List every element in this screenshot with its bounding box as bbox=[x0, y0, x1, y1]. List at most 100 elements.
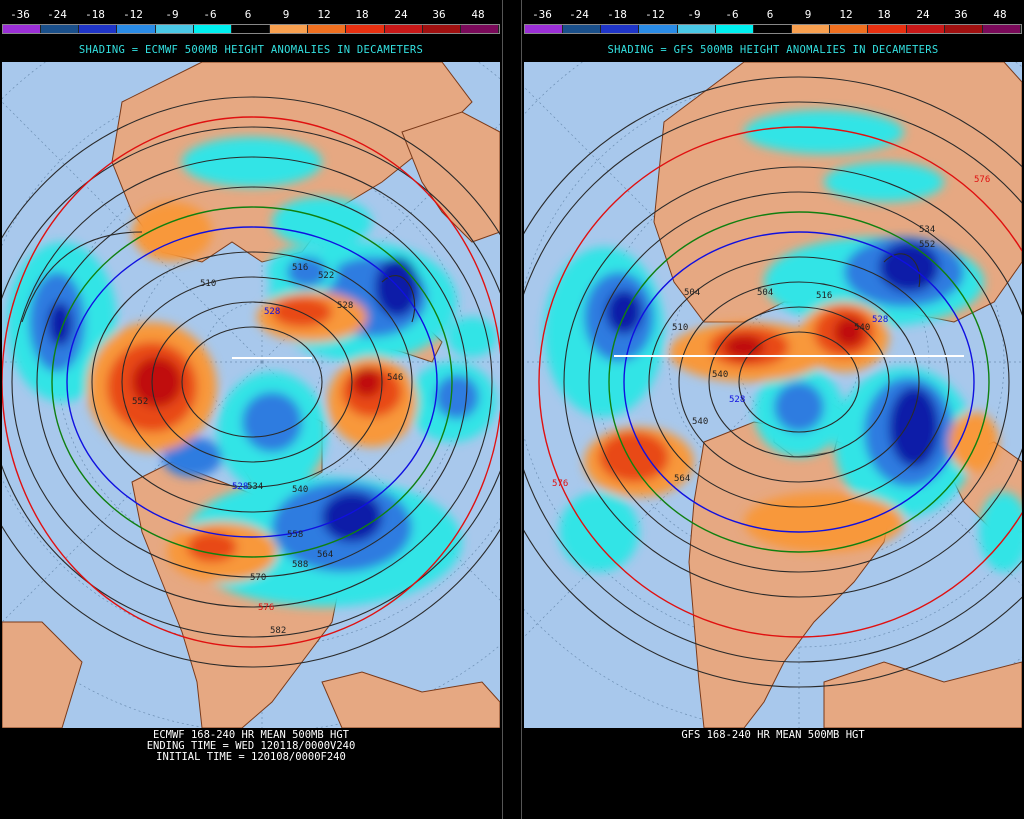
scale-label: 9 bbox=[282, 8, 290, 21]
scale-label: -6 bbox=[203, 8, 217, 21]
contour-label: 510 bbox=[672, 323, 688, 333]
height-contours bbox=[2, 96, 500, 668]
contour-label: 516 bbox=[816, 291, 832, 301]
scale-label: -24 bbox=[47, 8, 67, 21]
scale-label: 48 bbox=[471, 8, 485, 21]
contour-label: 558 bbox=[287, 530, 303, 540]
scale-label: 6 bbox=[766, 8, 774, 21]
anomaly-shading bbox=[544, 110, 1022, 572]
scale-color-swatch bbox=[155, 25, 194, 33]
contour-label: 528 bbox=[264, 307, 280, 317]
panel-subtitle: SHADING = ECMWF 500MB HEIGHT ANOMALIES I… bbox=[78, 44, 424, 56]
contour-label: 516 bbox=[292, 263, 308, 273]
scale-label: 18 bbox=[355, 8, 369, 21]
scale-label: -12 bbox=[123, 8, 143, 21]
height-contours bbox=[524, 76, 1022, 688]
scale-label: 48 bbox=[993, 8, 1007, 21]
scale-color-swatch bbox=[944, 25, 983, 33]
scale-label: -24 bbox=[569, 8, 589, 21]
ecmwf-map-canvas: 510 516 522 528 528 528 540 534 546 552 … bbox=[2, 62, 500, 728]
scale-label: -9 bbox=[165, 8, 179, 21]
panel-divider bbox=[502, 0, 522, 819]
key-contours bbox=[538, 126, 1022, 638]
contour-label: 534 bbox=[919, 225, 935, 235]
footer-title: GFS 168-240 HR MEAN 500MB HGT bbox=[681, 729, 865, 741]
scale-color-swatch bbox=[346, 25, 385, 33]
anomaly-scale-labels: -36 -24 -18 -12 -9 -6 6 9 12 18 24 36 48 bbox=[0, 8, 502, 22]
panel-subtitle: SHADING = GFS 500MB HEIGHT ANOMALIES IN … bbox=[607, 44, 939, 56]
scale-color-swatch bbox=[41, 25, 80, 33]
contour-label: 582 bbox=[270, 626, 286, 636]
contour-label: 552 bbox=[132, 397, 148, 407]
footer-title: ECMWF 168-240 HR MEAN 500MB HGT bbox=[153, 729, 349, 741]
gfs-map: 504 504 510 516 528 528 540 540 540 534 … bbox=[524, 62, 1022, 728]
scale-color-swatch bbox=[3, 25, 42, 33]
scale-label: -6 bbox=[725, 8, 739, 21]
contour-label: 552 bbox=[919, 240, 935, 250]
contour-label: 576 bbox=[552, 479, 568, 489]
scale-label: 12 bbox=[839, 8, 853, 21]
scale-label: 9 bbox=[804, 8, 812, 21]
scale-label: -36 bbox=[532, 8, 552, 21]
scale-color-swatch bbox=[384, 25, 423, 33]
scale-color-swatch bbox=[270, 25, 309, 33]
anomaly-color-scale bbox=[2, 24, 500, 34]
footer-ending-time: ENDING TIME = WED 120118/0000V240 bbox=[146, 740, 356, 752]
contour-label: 570 bbox=[250, 573, 266, 583]
scale-color-swatch bbox=[639, 25, 678, 33]
scale-label: 36 bbox=[432, 8, 446, 21]
contour-label: 588 bbox=[292, 560, 308, 570]
scale-label: 12 bbox=[317, 8, 331, 21]
contour-label: 546 bbox=[387, 373, 403, 383]
contour-label: 540 bbox=[692, 417, 708, 427]
anomaly-scale-labels: -36 -24 -18 -12 -9 -6 6 9 12 18 24 36 48 bbox=[522, 8, 1024, 22]
panel-footer: GFS 168-240 HR MEAN 500MB HGT bbox=[522, 730, 1024, 741]
scale-label: 6 bbox=[244, 8, 252, 21]
contour-label: 540 bbox=[292, 485, 308, 495]
scale-color-swatch bbox=[422, 25, 461, 33]
scale-label: -36 bbox=[10, 8, 30, 21]
scale-label: 24 bbox=[916, 8, 930, 21]
scale-color-swatch bbox=[868, 25, 907, 33]
scale-label: 24 bbox=[394, 8, 408, 21]
contour-label: 564 bbox=[317, 550, 333, 560]
contour-label: 534 bbox=[247, 482, 263, 492]
contour-label: 540 bbox=[712, 370, 728, 380]
scale-color-swatch bbox=[231, 25, 271, 33]
contour-label: 504 bbox=[757, 288, 773, 298]
gfs-map-canvas: 504 504 510 516 528 528 540 540 540 534 … bbox=[524, 62, 1022, 728]
scale-color-swatch bbox=[753, 25, 793, 33]
contour-label: 564 bbox=[674, 474, 690, 484]
scale-color-swatch bbox=[830, 25, 869, 33]
panel-footer: ECMWF 168-240 HR MEAN 500MB HGT ENDING T… bbox=[0, 730, 502, 763]
scale-label: -9 bbox=[687, 8, 701, 21]
scale-label: -12 bbox=[645, 8, 665, 21]
footer-initial-time: INITIAL TIME = 120108/0000F240 bbox=[156, 751, 346, 763]
scale-label: -18 bbox=[85, 8, 105, 21]
contour-label: 522 bbox=[318, 271, 334, 281]
contour-label: 528 bbox=[729, 395, 745, 405]
contour-label: 528 bbox=[872, 315, 888, 325]
gfs-panel: -36 -24 -18 -12 -9 -6 6 9 12 18 24 36 48… bbox=[522, 0, 1024, 819]
contour-labels: 504 504 510 516 528 528 540 540 540 534 … bbox=[552, 175, 990, 489]
scale-label: 36 bbox=[954, 8, 968, 21]
scale-color-swatch bbox=[982, 25, 1022, 33]
contour-label: 540 bbox=[854, 323, 870, 333]
scale-color-swatch bbox=[601, 25, 640, 33]
scale-color-swatch bbox=[117, 25, 156, 33]
anomaly-color-scale bbox=[524, 24, 1022, 34]
scale-color-swatch bbox=[308, 25, 347, 33]
scale-color-swatch bbox=[79, 25, 118, 33]
scale-color-swatch bbox=[460, 25, 500, 33]
scale-label: -18 bbox=[607, 8, 627, 21]
scale-color-swatch bbox=[715, 25, 754, 33]
contour-label: 576 bbox=[974, 175, 990, 185]
scale-label: 18 bbox=[877, 8, 891, 21]
contour-label: 528 bbox=[337, 301, 353, 311]
contour-label: 528 bbox=[232, 482, 248, 492]
scale-color-swatch bbox=[906, 25, 945, 33]
scale-color-swatch bbox=[193, 25, 232, 33]
scale-color-swatch bbox=[792, 25, 831, 33]
contour-label: 504 bbox=[684, 288, 700, 298]
contour-label: 510 bbox=[200, 279, 216, 289]
